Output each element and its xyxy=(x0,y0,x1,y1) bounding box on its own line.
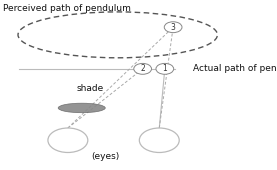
Text: Perceived path of pendulum: Perceived path of pendulum xyxy=(3,4,131,13)
Circle shape xyxy=(48,128,88,152)
Text: shade: shade xyxy=(76,84,103,93)
Circle shape xyxy=(156,63,174,74)
Circle shape xyxy=(134,63,152,74)
Text: (eyes): (eyes) xyxy=(91,152,119,161)
Text: 1: 1 xyxy=(162,64,167,73)
Circle shape xyxy=(164,22,182,33)
Text: Actual path of pendulum: Actual path of pendulum xyxy=(193,64,277,73)
Circle shape xyxy=(139,128,179,152)
Text: 3: 3 xyxy=(171,23,176,32)
Ellipse shape xyxy=(58,103,105,113)
Text: 2: 2 xyxy=(140,64,145,73)
